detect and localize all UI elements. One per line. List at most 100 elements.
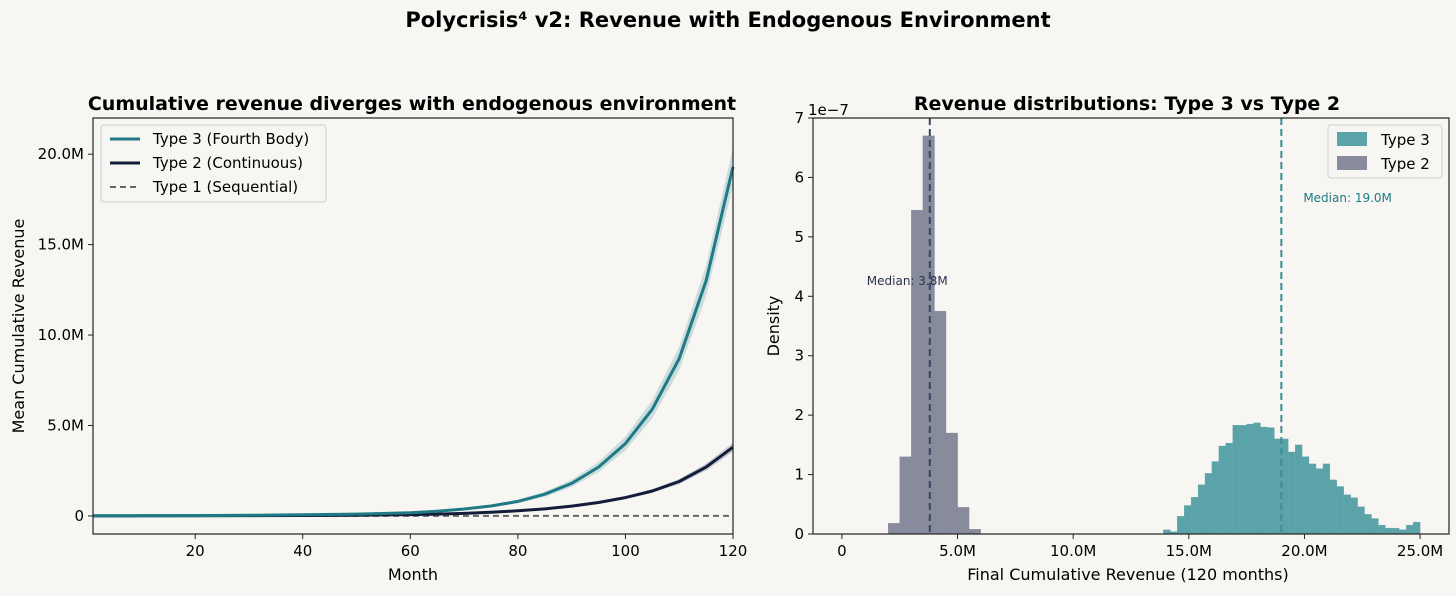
y-tick-label: 0 xyxy=(74,507,84,525)
x-tick-label: 20.0M xyxy=(1281,542,1327,560)
histogram-bar-type3 xyxy=(1350,497,1358,535)
histogram-bar-type3 xyxy=(1197,484,1206,535)
histogram-bar-type3 xyxy=(1385,527,1393,535)
legend-label-type1: Type 1 (Sequential) xyxy=(152,178,298,196)
y-tick-label: 2 xyxy=(794,406,804,424)
histogram-bar-type3 xyxy=(1253,422,1261,535)
x-tick-label: 40 xyxy=(293,542,312,560)
histogram-x-ticks: 0 5.0M 10.0M 15.0M 20.0M 25.0M xyxy=(837,534,1443,560)
x-tick-label: 0 xyxy=(837,542,847,560)
histogram-bar-type3 xyxy=(1274,438,1282,535)
histogram-bars xyxy=(888,135,1421,535)
histogram-chart-title: Revenue distributions: Type 3 vs Type 2 xyxy=(914,93,1340,115)
histogram-legend: Type 3 Type 2 xyxy=(1327,124,1443,179)
line-chart-confidence-bands xyxy=(93,147,733,516)
y-tick-label: 1 xyxy=(794,466,804,484)
y-tick-label: 10.0M xyxy=(38,326,84,344)
histogram-bar-type3 xyxy=(1246,423,1254,535)
x-tick-label: 100 xyxy=(611,542,640,560)
histogram-y-label: Density xyxy=(764,296,783,357)
line-series-0 xyxy=(92,166,735,518)
histogram-bar-type3 xyxy=(1413,521,1421,535)
histogram-bar-type3 xyxy=(1301,456,1310,535)
histogram-bar-type2 xyxy=(945,432,958,535)
histogram-bar-type3 xyxy=(1329,479,1337,535)
histogram-bar-type3 xyxy=(1177,516,1185,535)
x-tick-label: 60 xyxy=(401,542,420,560)
legend-label-type2: Type 2 (Continuous) xyxy=(152,154,303,172)
median-label-type3: Median: 19.0M xyxy=(1303,191,1392,205)
histogram-y-offset-label: 1e−7 xyxy=(808,101,849,119)
line-chart-y-ticks: 0 5.0M 10.0M 15.0M 20.0M xyxy=(38,145,93,525)
line-chart-series xyxy=(92,166,735,518)
histogram-bar-type3 xyxy=(1371,518,1379,535)
x-tick-label: 25.0M xyxy=(1397,542,1443,560)
histogram-bar-type2 xyxy=(888,523,900,535)
line-chart-y-label: Mean Cumulative Revenue xyxy=(9,219,28,434)
histogram-bar-type2 xyxy=(899,456,912,535)
line-chart-frame xyxy=(92,117,734,535)
y-tick-label: 5.0M xyxy=(47,416,84,434)
histogram-chart: Revenue distributions: Type 3 vs Type 2 … xyxy=(764,93,1450,584)
histogram-bar-type3 xyxy=(1184,505,1192,535)
line-chart-title: Cumulative revenue diverges with endogen… xyxy=(88,93,736,115)
x-tick-label: 20 xyxy=(186,542,205,560)
histogram-bar-type2 xyxy=(957,507,970,535)
histogram-bar-type2 xyxy=(934,310,947,535)
y-tick-label: 3 xyxy=(794,347,804,365)
y-tick-label: 4 xyxy=(794,287,804,305)
histogram-bar-type3 xyxy=(1308,463,1317,535)
histogram-bar-type2 xyxy=(922,135,935,535)
band-series-1 xyxy=(93,442,733,516)
band-series-0 xyxy=(93,147,733,516)
histogram-bar-type3 xyxy=(1281,438,1289,535)
histogram-bar-type2 xyxy=(911,209,924,535)
histogram-bar-type3 xyxy=(1406,524,1414,535)
legend-box xyxy=(100,124,327,203)
histogram-bar-type3 xyxy=(1343,494,1351,535)
histogram-bar-type3 xyxy=(1336,486,1344,535)
x-tick-label: 120 xyxy=(719,542,748,560)
line-chart-x-label: Month xyxy=(388,565,438,584)
histogram-bar-type3 xyxy=(1211,461,1219,535)
histogram-bar-type2 xyxy=(968,529,981,535)
line-chart-x-ticks: 20 40 60 80 100 120 xyxy=(186,534,748,560)
line-chart-legend: Type 3 (Fourth Body) Type 2 (Continuous)… xyxy=(100,124,327,203)
legend-label-type3: Type 3 (Fourth Body) xyxy=(152,130,309,148)
histogram-bar-type3 xyxy=(1190,497,1199,535)
x-tick-label: 80 xyxy=(508,542,527,560)
histogram-x-label: Final Cumulative Revenue (120 months) xyxy=(967,565,1289,584)
histogram-bar-type3 xyxy=(1267,427,1275,535)
histogram-bar-type3 xyxy=(1163,529,1171,535)
histogram-bar-type3 xyxy=(1204,473,1213,535)
legend-label-hist-type2: Type 2 xyxy=(1380,155,1430,173)
y-tick-label: 15.0M xyxy=(38,236,84,254)
histogram-bar-type3 xyxy=(1399,529,1407,535)
legend-swatch-hist-type3 xyxy=(1337,132,1367,146)
histogram-bar-type3 xyxy=(1232,425,1240,535)
histogram-bar-type3 xyxy=(1378,524,1386,535)
legend-swatch-hist-type2 xyxy=(1337,156,1367,170)
line-series-1 xyxy=(92,445,734,518)
x-tick-label: 5.0M xyxy=(939,542,976,560)
histogram-bar-type3 xyxy=(1364,514,1372,535)
y-tick-label: 7 xyxy=(794,109,804,127)
x-tick-label: 15.0M xyxy=(1166,542,1212,560)
histogram-chart-frame xyxy=(812,117,1450,535)
line-chart: Cumulative revenue diverges with endogen… xyxy=(9,93,747,584)
histogram-bar-type3 xyxy=(1288,451,1296,535)
histogram-bar-type3 xyxy=(1239,425,1247,535)
y-tick-label: 20.0M xyxy=(38,145,84,163)
histogram-bar-type3 xyxy=(1322,463,1331,535)
histogram-bar-type3 xyxy=(1315,468,1324,535)
figure-suptitle: Polycrisis⁴ v2: Revenue with Endogenous … xyxy=(405,8,1050,32)
histogram-y-ticks: 0 1 2 3 4 5 6 7 xyxy=(794,109,813,543)
histogram-bar-type3 xyxy=(1218,445,1226,535)
histogram-median-lines: Median: 3.8M Median: 19.0M xyxy=(867,118,1392,534)
histogram-bar-type3 xyxy=(1295,444,1303,535)
y-tick-label: 6 xyxy=(794,168,804,186)
histogram-bar-type3 xyxy=(1225,442,1233,535)
median-label-type2: Median: 3.8M xyxy=(867,274,948,288)
